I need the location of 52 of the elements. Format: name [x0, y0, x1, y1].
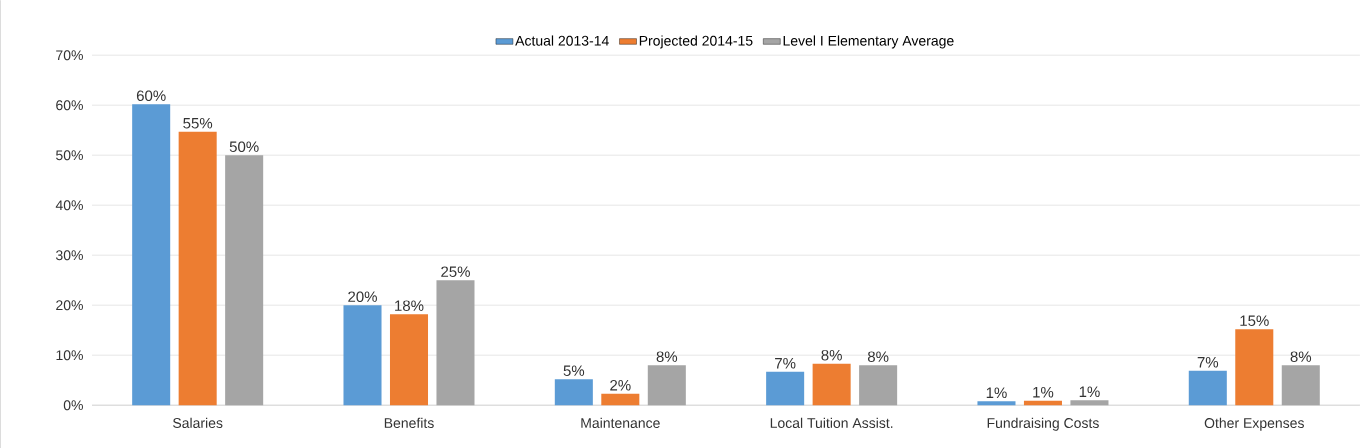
bar — [389, 314, 429, 405]
y-tick-label: 10% — [56, 350, 83, 360]
data-label: 8% — [867, 351, 889, 362]
bar — [812, 363, 851, 405]
x-tick-label: Other Expenses — [1204, 417, 1304, 431]
bar — [554, 379, 593, 405]
data-label: 1% — [1033, 386, 1054, 398]
data-label: 18% — [395, 300, 424, 311]
x-tick-label: Maintenance — [581, 417, 660, 428]
y-tick-label: 30% — [55, 250, 83, 260]
legend-label: Actual 2013-14 — [515, 35, 609, 46]
x-tick-label: Salaries — [173, 417, 223, 428]
bar — [1235, 329, 1274, 405]
data-label: 5% — [563, 365, 585, 376]
data-label: 60% — [136, 90, 166, 101]
data-label: 25% — [441, 266, 470, 277]
y-tick-label: 60% — [56, 100, 83, 110]
bar — [601, 393, 640, 405]
x-tick-label: Benefits — [384, 417, 434, 428]
bar — [1188, 370, 1227, 405]
data-label: 8% — [821, 349, 842, 361]
y-tick-label: 40% — [55, 200, 83, 210]
data-label: 50% — [229, 141, 259, 152]
bar — [1281, 365, 1320, 405]
y-tick-label: 70% — [56, 50, 83, 60]
bar — [436, 280, 475, 405]
data-label: 1% — [1079, 386, 1100, 397]
bar — [132, 104, 171, 405]
y-tick-label: 20% — [56, 300, 83, 310]
data-label: 15% — [1240, 315, 1269, 326]
data-label: 20% — [348, 291, 377, 302]
legend-label: Projected 2014-15 — [639, 35, 753, 49]
data-label: 7% — [775, 357, 796, 369]
bar — [1070, 400, 1109, 405]
data-label: 8% — [656, 351, 678, 362]
y-tick-label: 0% — [63, 400, 83, 410]
bar — [859, 365, 898, 405]
legend-label: Level I Elementary Average — [783, 35, 954, 49]
bar — [977, 401, 1016, 405]
bar — [343, 305, 382, 405]
bar — [178, 131, 217, 405]
bar — [766, 371, 805, 405]
data-label: 8% — [1290, 351, 1312, 362]
data-label: 55% — [183, 117, 213, 129]
bar — [647, 365, 686, 405]
bar — [225, 155, 264, 405]
x-tick-label: Fundraising Costs — [987, 417, 1099, 431]
y-tick-label: 50% — [56, 150, 83, 160]
data-label: 1% — [986, 387, 1007, 398]
data-label: 7% — [1197, 356, 1219, 368]
x-tick-label: Local Tuition Assist. — [770, 417, 893, 428]
data-label: 2% — [610, 379, 631, 391]
